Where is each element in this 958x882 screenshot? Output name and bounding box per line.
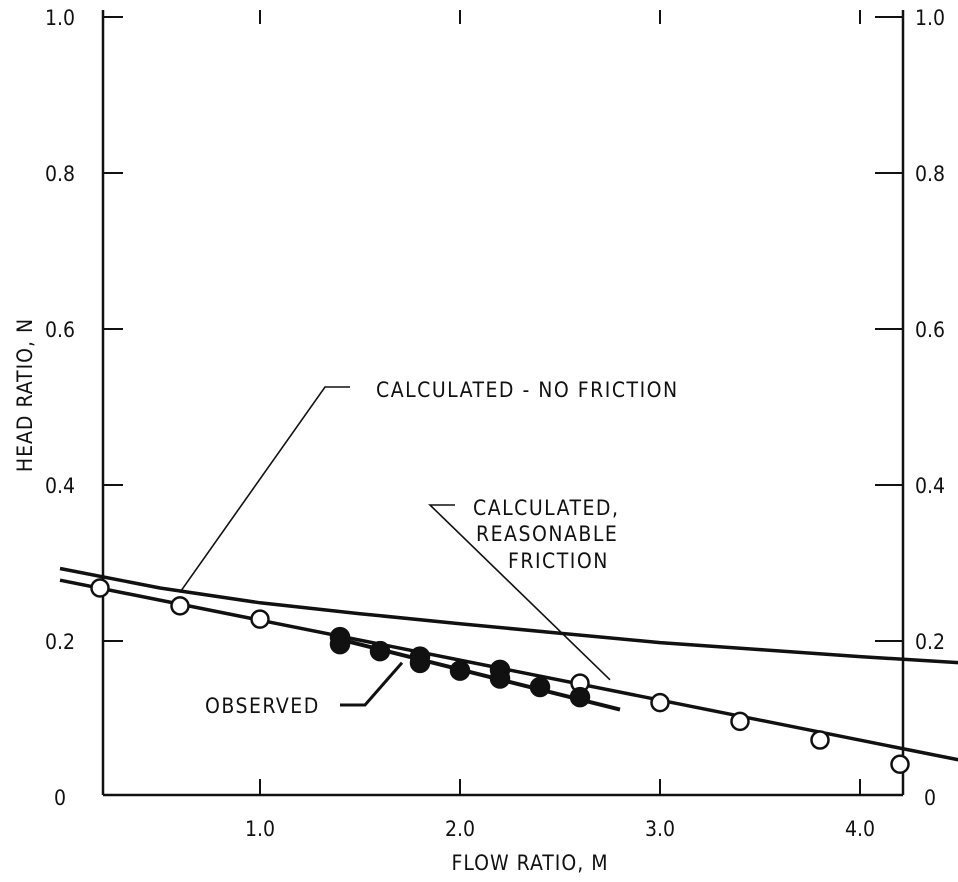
plot-frame bbox=[101, 10, 905, 797]
x-tick-label: 3.0 bbox=[645, 817, 675, 841]
y-tick-label-right: 0.2 bbox=[915, 630, 945, 654]
y-axis-title: HEAD RATIO, N bbox=[13, 318, 37, 472]
y-tick-label-right: 0 bbox=[924, 786, 936, 810]
observed-point-filled bbox=[369, 640, 391, 662]
annotations: CALCULATED - NO FRICTION CALCULATED,REASO… bbox=[179, 378, 679, 718]
y-tick-label-right: 0.4 bbox=[915, 474, 945, 498]
y-tick-label-right: 1.0 bbox=[915, 6, 945, 30]
observed-point-open bbox=[650, 692, 670, 713]
y-tick-label-right: 0.6 bbox=[915, 318, 945, 342]
observed-point-filled bbox=[489, 668, 511, 689]
x-tick-label: 1.0 bbox=[245, 817, 275, 841]
annotation-leader-line bbox=[179, 386, 350, 593]
series-line-1 bbox=[59, 578, 958, 762]
observed-point-open bbox=[810, 730, 830, 750]
y-tick-label-left: 0.4 bbox=[45, 474, 75, 498]
annotation-observed: OBSERVED bbox=[205, 694, 320, 718]
observed-point-open bbox=[890, 754, 910, 774]
axis-ticks: 1.02.03.04.05.0000.20.20.40.40.60.60.80.… bbox=[45, 6, 945, 841]
observed-point-open bbox=[730, 711, 750, 732]
observed-point-open bbox=[90, 578, 110, 598]
observed-point-filled bbox=[449, 660, 471, 681]
observed-point-filled bbox=[329, 633, 351, 655]
observed-point-filled bbox=[529, 676, 551, 698]
y-tick-label-right: 0.8 bbox=[915, 162, 945, 186]
observed-point-open bbox=[250, 609, 270, 629]
observed-point-filled bbox=[569, 686, 591, 708]
series-line-0 bbox=[59, 566, 958, 665]
annotation-no-friction: CALCULATED - NO FRICTION bbox=[376, 378, 679, 402]
series-markers bbox=[90, 578, 910, 774]
y-tick-label-left: 0.6 bbox=[45, 318, 75, 342]
observed-point-open bbox=[170, 596, 190, 616]
annotation-leader-line bbox=[340, 661, 404, 707]
observed-point-filled bbox=[409, 652, 431, 674]
annotation-reasonable-friction-line: CALCULATED, bbox=[473, 496, 619, 520]
y-tick-label-left: 0 bbox=[54, 786, 66, 810]
annotation-reasonable-friction-line: FRICTION bbox=[508, 549, 609, 573]
y-tick-label-left: 0.8 bbox=[45, 162, 75, 186]
x-tick-label: 2.0 bbox=[445, 817, 475, 841]
y-tick-label-left: 0.2 bbox=[45, 630, 75, 654]
x-axis-title: FLOW RATIO, M bbox=[451, 851, 608, 875]
y-tick-label-left: 1.0 bbox=[45, 6, 75, 30]
annotation-reasonable-friction-line: REASONABLE bbox=[476, 522, 618, 546]
x-tick-label: 4.0 bbox=[845, 817, 875, 841]
annotation-leader-line bbox=[428, 504, 611, 681]
